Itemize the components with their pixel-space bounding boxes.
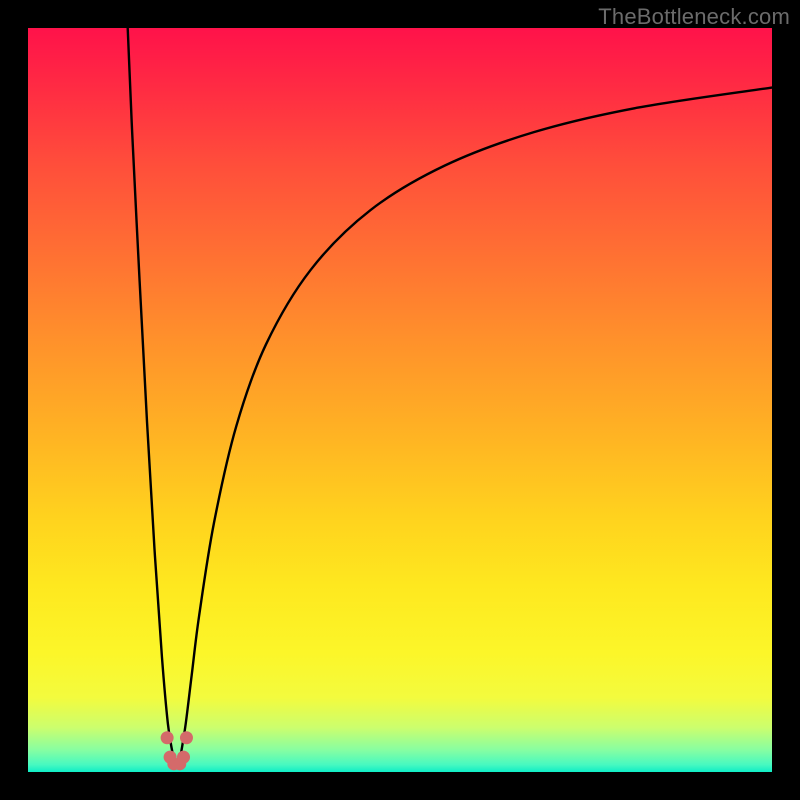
optimal-markers [161, 731, 193, 770]
marker-point [161, 731, 174, 744]
plot-area [28, 28, 772, 772]
marker-point [180, 731, 193, 744]
curve-layer [28, 28, 772, 772]
watermark-text: TheBottleneck.com [598, 4, 790, 30]
curve-right-branch [181, 88, 772, 752]
curve-left-branch [128, 28, 173, 752]
chart-frame: TheBottleneck.com [0, 0, 800, 800]
marker-point [177, 751, 190, 764]
